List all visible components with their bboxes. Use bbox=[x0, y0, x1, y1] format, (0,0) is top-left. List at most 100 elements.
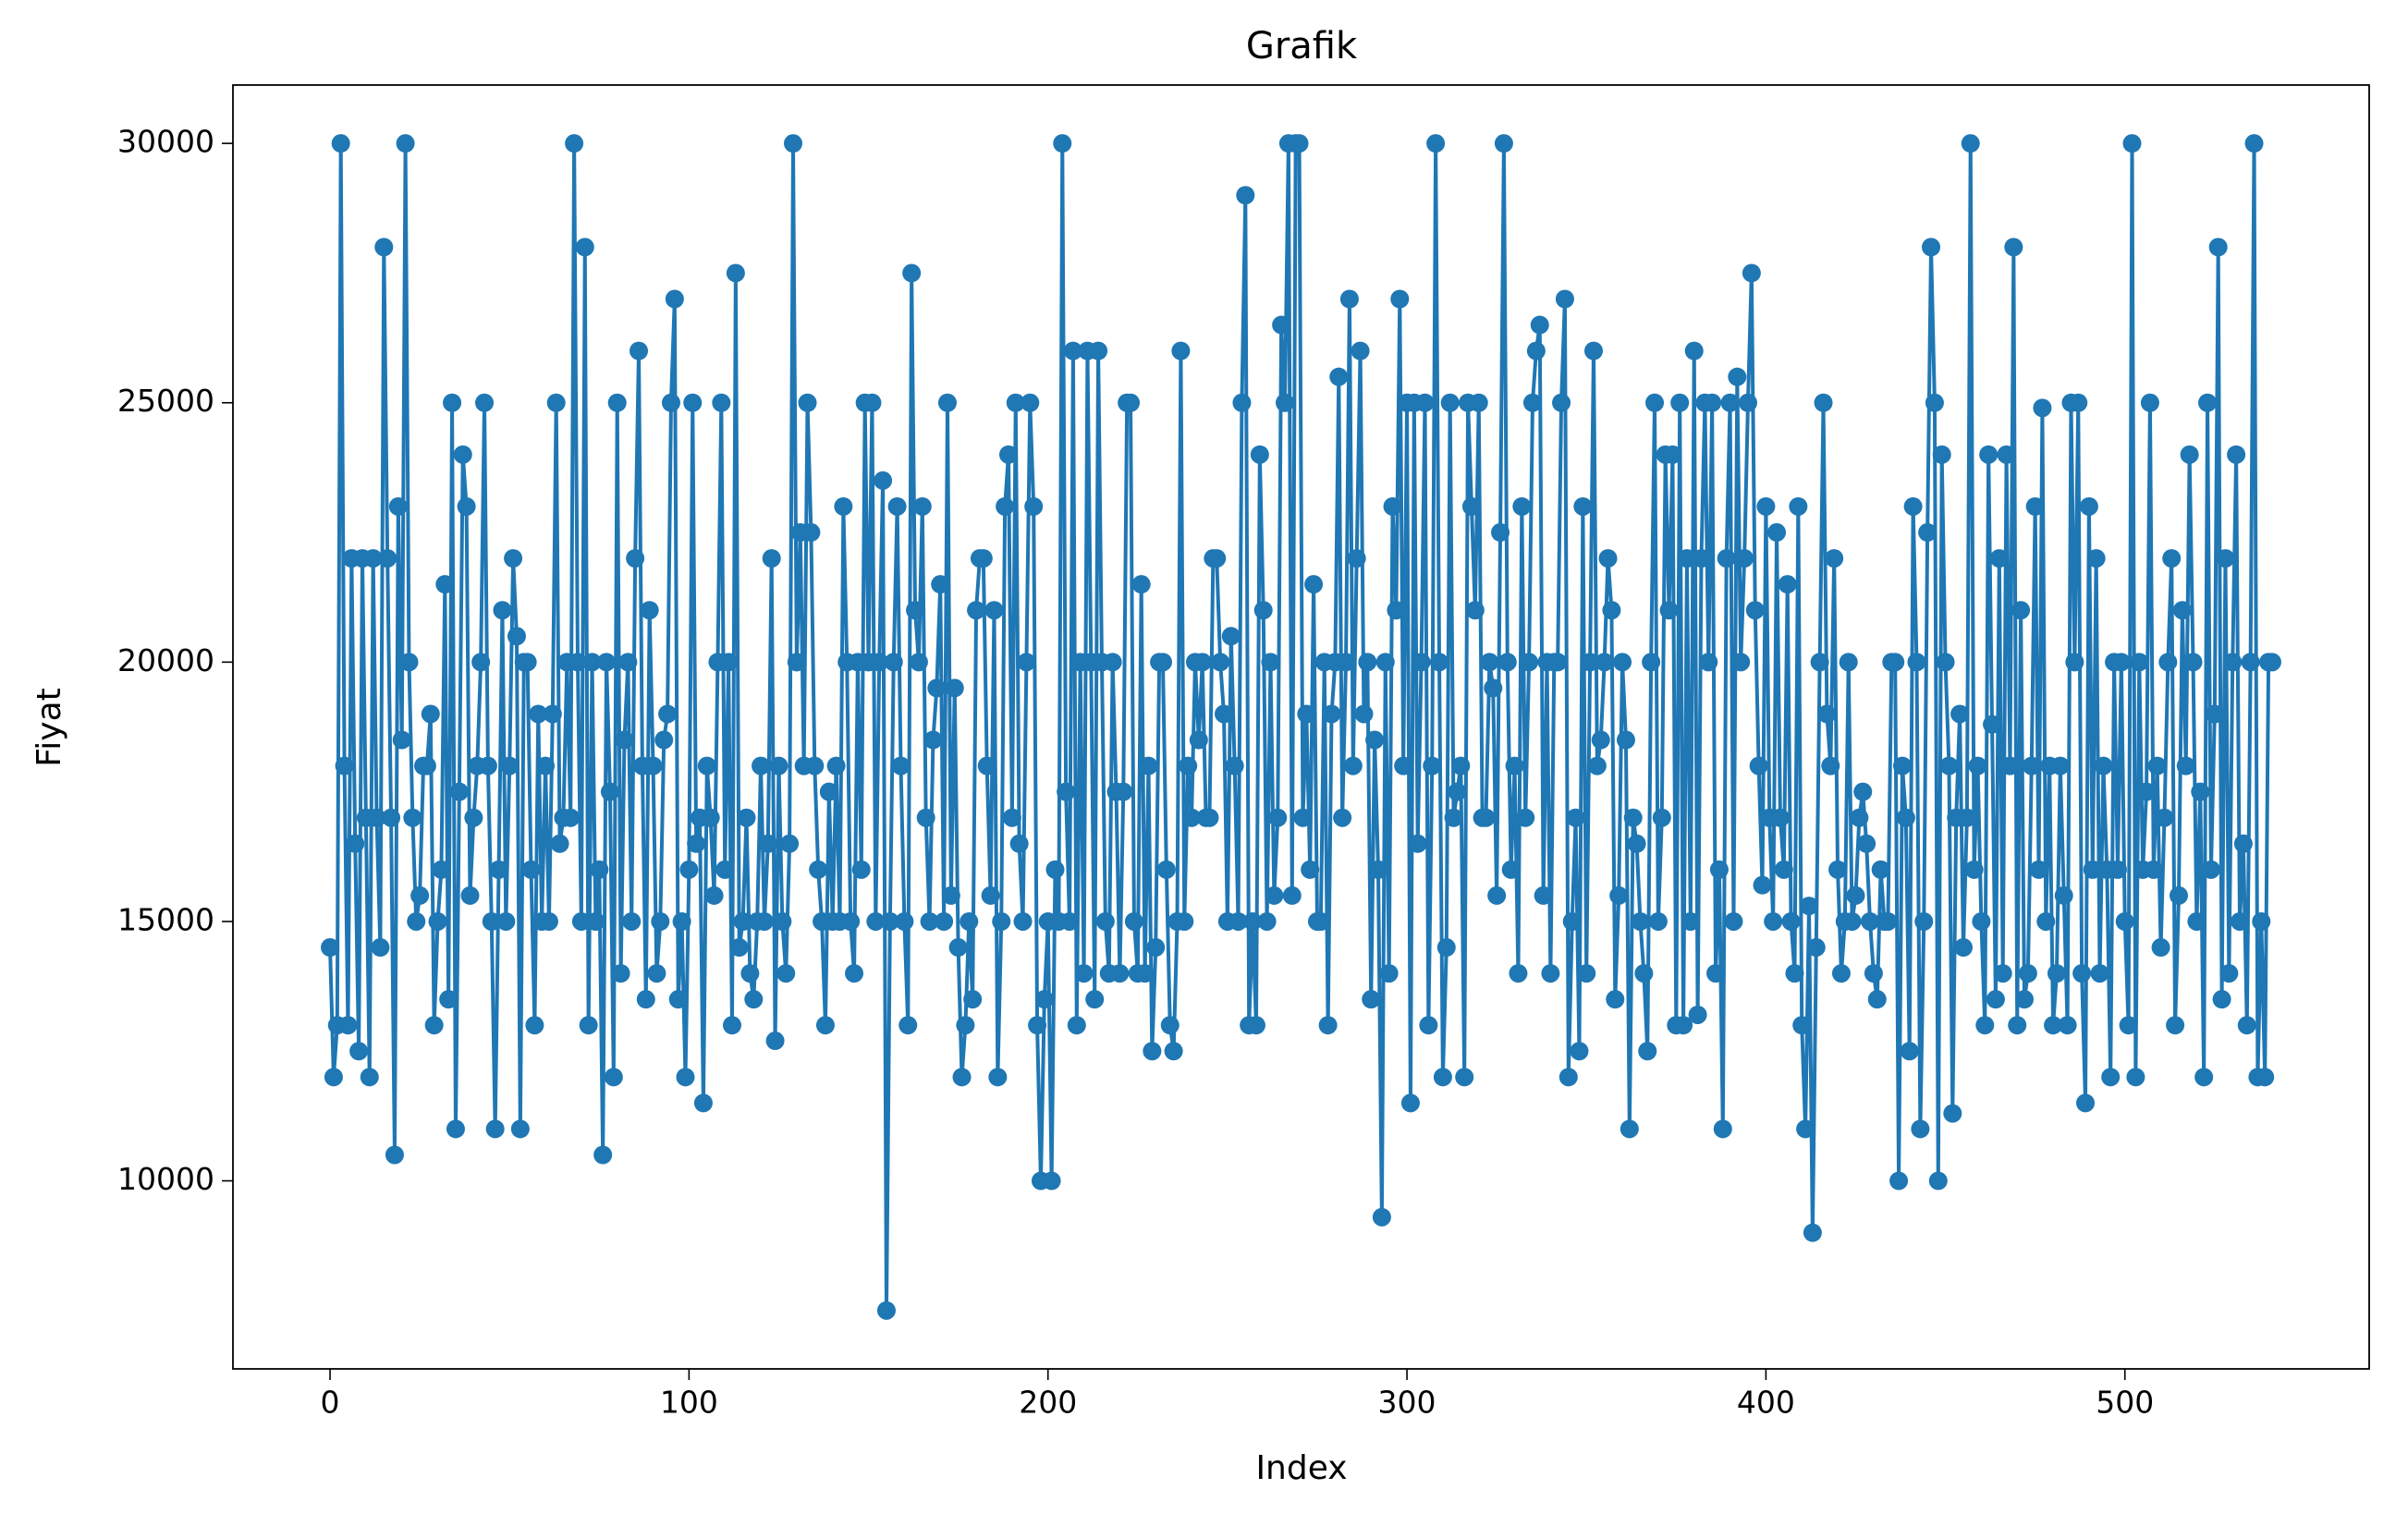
data-point bbox=[1200, 808, 1219, 827]
data-point bbox=[2208, 238, 2228, 257]
data-point bbox=[507, 627, 526, 646]
data-point bbox=[1394, 756, 1413, 775]
data-point bbox=[1225, 756, 1244, 775]
data-point bbox=[1810, 653, 1829, 672]
x-tick-label: 0 bbox=[321, 1385, 340, 1421]
data-point bbox=[981, 885, 1000, 905]
data-point bbox=[895, 911, 914, 931]
data-point bbox=[2083, 860, 2102, 879]
data-point bbox=[1265, 885, 1284, 905]
data-point bbox=[1817, 704, 1837, 724]
data-point bbox=[1057, 782, 1076, 801]
data-point bbox=[2130, 653, 2149, 672]
data-point bbox=[2176, 756, 2195, 775]
data-point bbox=[787, 653, 806, 672]
data-point bbox=[923, 730, 943, 750]
data-point bbox=[1375, 653, 1395, 672]
data-point bbox=[1581, 653, 1600, 672]
data-point bbox=[2140, 393, 2159, 412]
data-point bbox=[862, 393, 882, 412]
data-point bbox=[1878, 911, 1898, 931]
data-point bbox=[1606, 990, 1625, 1009]
data-point bbox=[1983, 714, 2002, 734]
data-point bbox=[744, 990, 764, 1009]
data-point bbox=[568, 653, 587, 672]
data-point bbox=[478, 756, 497, 775]
data-point bbox=[1670, 393, 1690, 412]
data-point bbox=[2047, 964, 2066, 983]
data-point bbox=[2022, 756, 2041, 775]
data-point bbox=[1516, 808, 1535, 827]
data-point bbox=[2158, 653, 2178, 672]
data-point bbox=[1922, 238, 1941, 257]
data-point bbox=[496, 911, 516, 931]
data-point bbox=[1461, 496, 1481, 516]
data-point bbox=[845, 964, 864, 983]
data-point bbox=[1903, 496, 1923, 516]
data-point bbox=[2172, 601, 2192, 620]
data-point bbox=[773, 911, 792, 931]
data-point bbox=[1831, 964, 1851, 983]
data-point bbox=[2255, 1068, 2275, 1087]
data-point bbox=[1060, 911, 1080, 931]
data-point bbox=[722, 1016, 741, 1035]
y-tick-label: 20000 bbox=[117, 642, 214, 678]
data-point bbox=[658, 704, 678, 724]
data-point bbox=[1095, 911, 1115, 931]
data-point bbox=[1799, 897, 1818, 916]
data-point bbox=[1358, 653, 1377, 672]
x-tick-label: 400 bbox=[1737, 1385, 1795, 1421]
data-point bbox=[1383, 496, 1402, 516]
data-point bbox=[1745, 601, 1765, 620]
data-point bbox=[1455, 1068, 1474, 1087]
data-point bbox=[1620, 1119, 1639, 1139]
data-point bbox=[2137, 782, 2157, 801]
data-point bbox=[909, 653, 928, 672]
data-point bbox=[1365, 730, 1385, 750]
data-point bbox=[2000, 756, 2020, 775]
data-point bbox=[1311, 911, 1330, 931]
data-point bbox=[604, 1068, 623, 1087]
data-point bbox=[937, 393, 957, 412]
data-point bbox=[1139, 756, 1158, 775]
data-point bbox=[385, 1145, 404, 1165]
data-point bbox=[1476, 808, 1496, 827]
x-tick-label: 300 bbox=[1378, 1385, 1436, 1421]
data-point bbox=[1156, 860, 1176, 879]
data-point bbox=[891, 756, 911, 775]
data-point bbox=[338, 1016, 358, 1035]
data-point bbox=[2244, 134, 2264, 153]
data-point bbox=[870, 653, 889, 672]
data-point bbox=[1006, 393, 1025, 412]
data-point bbox=[1379, 964, 1399, 983]
data-point bbox=[371, 938, 390, 958]
data-point bbox=[643, 756, 663, 775]
data-point bbox=[579, 1016, 598, 1035]
data-point bbox=[1975, 1016, 1995, 1035]
data-point bbox=[715, 860, 735, 879]
data-point bbox=[2072, 964, 2092, 983]
data-point bbox=[1770, 808, 1790, 827]
data-point bbox=[884, 653, 903, 672]
data-point bbox=[1164, 1042, 1183, 1061]
data-point bbox=[668, 990, 688, 1009]
data-point bbox=[1236, 186, 1255, 205]
data-point bbox=[1846, 885, 1865, 905]
data-point bbox=[1211, 653, 1230, 672]
data-point bbox=[1021, 393, 1040, 412]
data-point bbox=[1692, 549, 1711, 568]
data-point bbox=[1566, 808, 1585, 827]
data-point bbox=[834, 496, 853, 516]
data-point bbox=[1153, 653, 1172, 672]
data-point bbox=[1764, 911, 1783, 931]
data-point bbox=[826, 756, 846, 775]
data-point bbox=[740, 964, 760, 983]
x-axis-label: Index bbox=[1255, 1449, 1347, 1487]
data-point bbox=[2201, 860, 2220, 879]
data-point bbox=[618, 653, 638, 672]
data-point bbox=[733, 911, 752, 931]
data-point bbox=[1250, 445, 1269, 464]
data-point bbox=[2205, 704, 2224, 724]
plot-area: 0 100 200 300 400 500 10000 15000 20000 25000 3000… bbox=[117, 124, 2281, 1421]
